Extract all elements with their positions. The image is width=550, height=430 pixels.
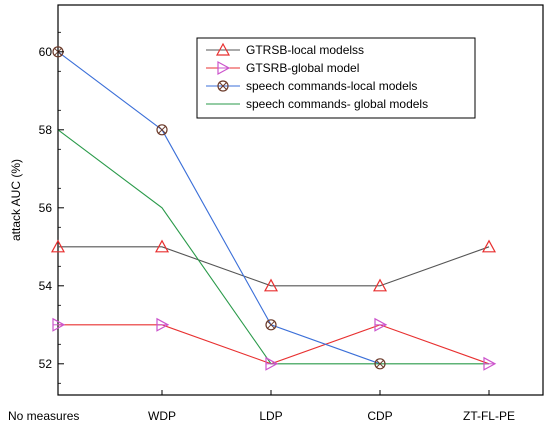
data-point-speech-commands-local-models-ldp: [265, 319, 277, 331]
series-markers: [50, 46, 497, 371]
series-line-speech-commands-local-models: [57, 51, 381, 365]
legend-label-speech-commands-global-models: speech commands- global models: [246, 97, 428, 111]
x-axis: No measures WDP LDP CDP ZT-FL-PE: [8, 390, 515, 423]
x-tick-label-zt-fl-pe: ZT-FL-PE: [463, 409, 515, 423]
legend-label-speech-commands-local-models: speech commands-local models: [246, 79, 417, 93]
legend-label-gtsrb-global-model: GTSRB-global model: [246, 61, 359, 75]
data-point-speech-commands-local-models-wdp: [156, 124, 168, 136]
legend-marker-speech-commands-local-models: [217, 80, 229, 92]
x-tick-label-ldp: LDP: [259, 409, 282, 423]
legend-box: [196, 37, 476, 119]
x-tick-label-no-measures: No measures: [8, 409, 79, 423]
legend-label-gtrsb-local-modelss: GTRSB-local modelss: [246, 43, 364, 57]
data-point-gtrsb-local-modelss-no-measures: [50, 239, 66, 253]
legend: GTRSB-local modelss GTSRB-global model spe…: [196, 37, 476, 119]
y-tick-label-52: 52: [39, 357, 53, 371]
data-point-gtrsb-local-modelss-wdp: [154, 239, 170, 253]
x-tick-label-cdp: CDP: [367, 409, 392, 423]
y-tick-label-54: 54: [39, 279, 53, 293]
data-point-gtrsb-local-modelss-cdp: [372, 278, 388, 292]
data-point-speech-commands-local-models-cdp: [374, 358, 386, 370]
data-point-gtrsb-local-modelss-ldp: [263, 278, 279, 292]
legend-marker-gtrsb-local-modelss: [215, 42, 231, 56]
x-tick-label-wdp: WDP: [148, 409, 176, 423]
series-line-gtrsb-local-modelss: [58, 246, 490, 287]
data-point-gtrsb-local-modelss-zt-fl-pe: [481, 239, 497, 253]
y-tick-label-58: 58: [39, 123, 53, 137]
y-tick-label-56: 56: [39, 201, 53, 215]
y-axis: 52 54 56 58 60: [39, 31, 64, 384]
y-tick-label-60: 60: [39, 45, 53, 59]
y-axis-label: attack AUC (%): [9, 159, 23, 241]
